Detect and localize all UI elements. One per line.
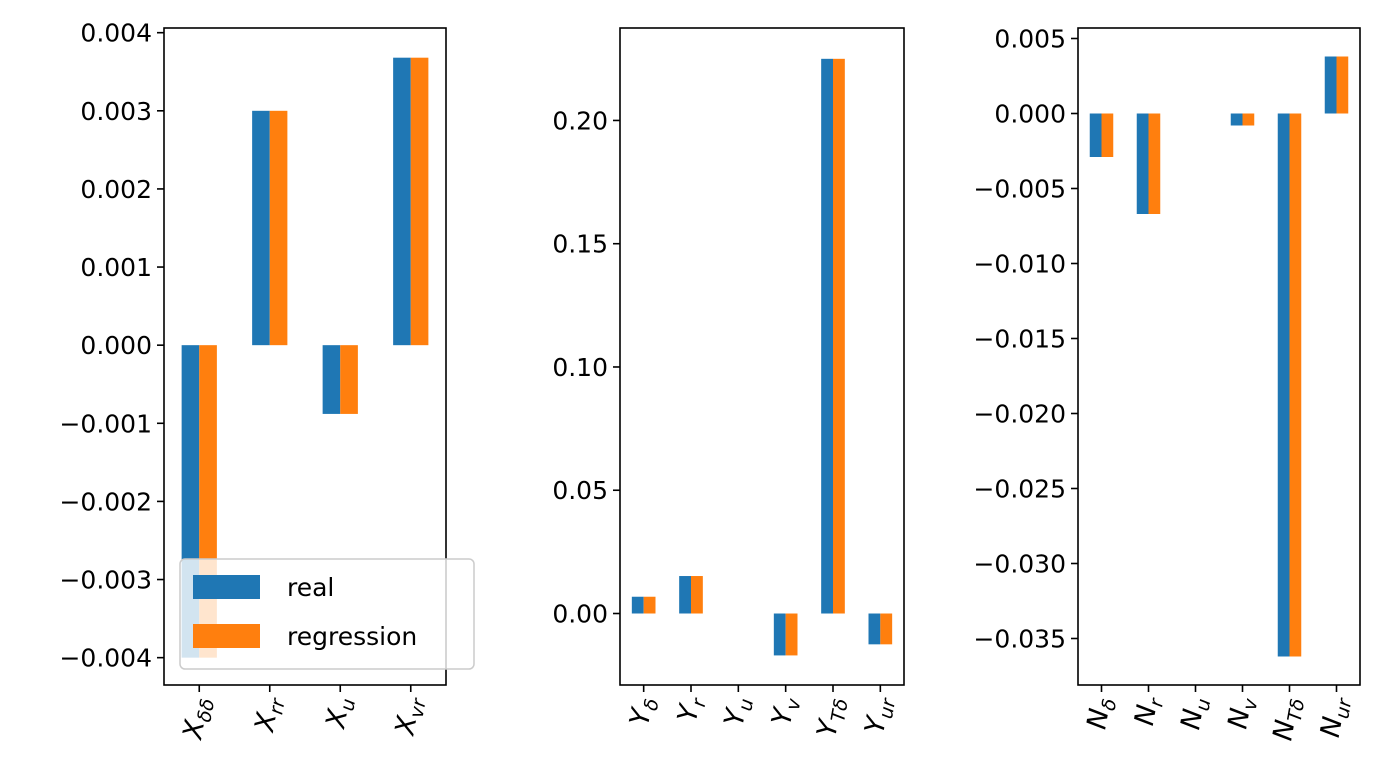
x-tick-label: Xrr xyxy=(249,694,290,737)
legend-swatch-regression xyxy=(193,624,260,648)
bar-real-YTδ xyxy=(821,58,833,614)
y-tick-label: −0.003 xyxy=(59,566,152,595)
x-tick-label: Yv xyxy=(766,694,805,728)
x-tick-label: Yu xyxy=(719,695,758,729)
x-tick-label: Yur xyxy=(859,694,900,737)
bar-regression-Nδ xyxy=(1101,113,1114,157)
x-tick-label: Yδ xyxy=(624,695,663,729)
bar-real-Yr xyxy=(679,576,691,614)
y-tick-label: 0.005 xyxy=(994,25,1066,54)
x-tick-label: Yr xyxy=(672,694,711,725)
x-tick-label: Nv xyxy=(1222,694,1262,732)
bar-real-Nur xyxy=(1324,56,1337,114)
bar-regression-Nr xyxy=(1148,113,1161,214)
bar-real-Yδ xyxy=(631,596,644,614)
bar-regression-Xvr xyxy=(410,57,429,346)
y-tick-label: 0.001 xyxy=(80,253,152,282)
y-tick-label: −0.001 xyxy=(59,409,152,438)
x-tick-label: Nr xyxy=(1129,694,1169,729)
bar-real-Nr xyxy=(1136,113,1149,214)
x-tick-label: Nu xyxy=(1175,695,1215,733)
bar-real-NTδ xyxy=(1277,113,1290,657)
y-tick-label: 0.10 xyxy=(552,353,608,382)
bar-regression-Yur xyxy=(880,613,893,645)
x-tick-label: Xu xyxy=(320,695,360,733)
axes-frame xyxy=(163,27,447,686)
bar-regression-Yδ xyxy=(643,596,656,614)
x-tick-label: NTδ xyxy=(1267,695,1309,744)
y-tick-label: −0.004 xyxy=(59,644,152,673)
x-tick-label: Xδδ xyxy=(177,695,219,744)
y-tick-label: −0.005 xyxy=(973,175,1066,204)
legend: real regression xyxy=(179,558,475,670)
subplot-3: −0.035 −0.030 −0.025 −0.020 −0.015 −0.010 −0.0… xyxy=(973,25,1361,744)
y-tick-label: −0.030 xyxy=(973,550,1066,579)
y-tick-label: 0.15 xyxy=(552,230,608,259)
subplot-1: −0.004 −0.003 −0.002 −0.001 0.000 0.001 0.002 0… xyxy=(59,19,475,744)
y-tick-label: 0.000 xyxy=(80,331,152,360)
y-tick-label: 0.00 xyxy=(552,600,608,629)
x-tick-label: YTδ xyxy=(811,695,852,740)
y-tick-label: 0.20 xyxy=(552,106,608,135)
y-tick-label: 0.004 xyxy=(80,19,152,48)
legend-swatch-real xyxy=(193,575,260,599)
bar-real-Nδ xyxy=(1089,113,1102,157)
y-tick-label: 0.05 xyxy=(552,476,608,505)
bar-regression-Xrr xyxy=(269,110,288,346)
axes-frame xyxy=(1077,27,1361,686)
x-tick-label: Xvr xyxy=(389,694,431,740)
y-tick-label: 0.002 xyxy=(80,175,152,204)
bar-regression-NTδ xyxy=(1289,113,1302,657)
x-tick-label: Nur xyxy=(1315,694,1357,741)
bar-regression-Yr xyxy=(691,576,703,614)
y-tick-label: 0.003 xyxy=(80,97,152,126)
bar-regression-Xu xyxy=(340,345,358,414)
y-tick-label: −0.025 xyxy=(973,475,1066,504)
y-tick-label: −0.015 xyxy=(973,325,1066,354)
bar-real-Xvr xyxy=(393,57,411,346)
bar-regression-Yv xyxy=(785,613,798,656)
y-tick-label: −0.035 xyxy=(973,625,1066,654)
bar-regression-Nv xyxy=(1242,113,1255,126)
axes-frame xyxy=(619,27,905,686)
bar-real-Xu xyxy=(322,345,341,414)
y-tick-label: −0.002 xyxy=(59,487,152,516)
legend-label-regression: regression xyxy=(287,622,417,651)
x-tick-label: Nδ xyxy=(1081,695,1121,732)
legend-label-real: real xyxy=(287,573,334,602)
bar-real-Yur xyxy=(868,613,881,645)
y-tick-label: −0.010 xyxy=(973,250,1066,279)
y-tick-label: −0.020 xyxy=(973,400,1066,429)
bar-regression-YTδ xyxy=(833,58,845,614)
y-tick-label: 0.000 xyxy=(994,100,1066,129)
bar-real-Xrr xyxy=(252,110,270,346)
bar-real-Nv xyxy=(1230,113,1243,126)
bar-real-Yv xyxy=(773,613,786,656)
bar-regression-Nur xyxy=(1336,56,1349,114)
